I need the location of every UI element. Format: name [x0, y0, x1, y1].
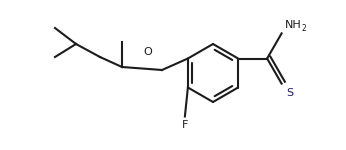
Text: O: O — [144, 47, 152, 57]
Text: F: F — [182, 120, 188, 129]
Text: 2: 2 — [301, 24, 306, 33]
Text: NH: NH — [285, 20, 301, 30]
Text: S: S — [286, 88, 293, 98]
